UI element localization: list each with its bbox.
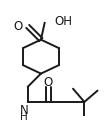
Text: OH: OH xyxy=(54,15,71,28)
Text: O: O xyxy=(14,20,23,33)
Text: H: H xyxy=(20,112,28,122)
Text: O: O xyxy=(43,76,53,89)
Text: N: N xyxy=(19,104,28,117)
